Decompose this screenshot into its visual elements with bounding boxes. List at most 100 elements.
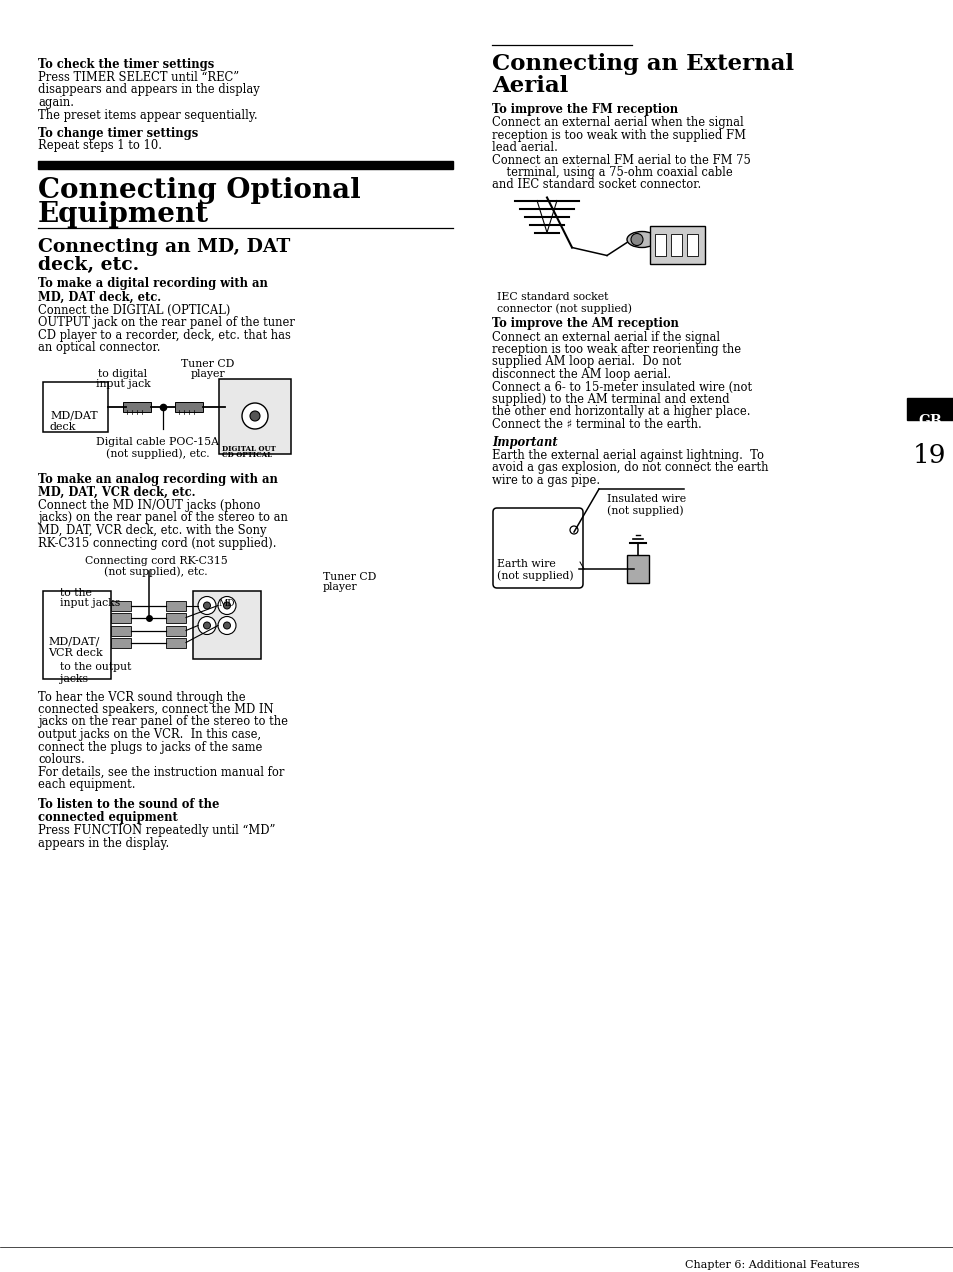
Text: wire to a gas pipe.: wire to a gas pipe. xyxy=(492,474,599,487)
Bar xyxy=(111,626,131,636)
Text: 19: 19 xyxy=(912,443,945,468)
Text: MD/DAT
deck: MD/DAT deck xyxy=(50,410,97,431)
Text: Aerial: Aerial xyxy=(492,75,568,97)
Circle shape xyxy=(250,411,260,421)
Text: (not supplied): (not supplied) xyxy=(606,505,683,515)
Text: Connect the ♯ terminal to the earth.: Connect the ♯ terminal to the earth. xyxy=(492,418,701,431)
Text: the other end horizontally at a higher place.: the other end horizontally at a higher p… xyxy=(492,406,750,418)
Bar xyxy=(111,600,131,611)
Text: Important: Important xyxy=(492,436,558,449)
Bar xyxy=(670,234,681,256)
Text: connected equipment: connected equipment xyxy=(38,812,177,824)
Ellipse shape xyxy=(626,232,657,248)
Text: The preset items appear sequentially.: The preset items appear sequentially. xyxy=(38,108,257,122)
Text: To check the timer settings: To check the timer settings xyxy=(38,59,214,71)
Bar xyxy=(43,382,108,432)
Text: OUTPUT jack on the rear panel of the tuner: OUTPUT jack on the rear panel of the tun… xyxy=(38,315,294,329)
Text: jacks: jacks xyxy=(60,673,88,683)
Circle shape xyxy=(198,597,215,614)
Bar xyxy=(906,398,953,420)
Text: Connecting an MD, DAT: Connecting an MD, DAT xyxy=(38,238,290,256)
Circle shape xyxy=(203,622,211,628)
Text: To make an analog recording with an: To make an analog recording with an xyxy=(38,473,277,486)
Text: Connect an external FM aerial to the FM 75: Connect an external FM aerial to the FM … xyxy=(492,154,750,167)
Text: IEC standard socket: IEC standard socket xyxy=(497,293,608,303)
Text: input jacks: input jacks xyxy=(60,599,120,608)
Text: jacks on the rear panel of the stereo to the: jacks on the rear panel of the stereo to… xyxy=(38,715,288,729)
Text: To improve the AM reception: To improve the AM reception xyxy=(492,318,679,331)
Bar xyxy=(626,555,648,583)
Text: Press FUNCTION repeatedly until “MD”: Press FUNCTION repeatedly until “MD” xyxy=(38,824,275,837)
Text: To improve the FM reception: To improve the FM reception xyxy=(492,103,678,116)
Text: Insulated wire: Insulated wire xyxy=(606,494,685,504)
Text: again.: again. xyxy=(38,95,74,109)
Text: an optical connector.: an optical connector. xyxy=(38,341,160,354)
Text: GB: GB xyxy=(917,413,941,427)
Ellipse shape xyxy=(630,234,642,245)
Text: each equipment.: each equipment. xyxy=(38,778,135,791)
Text: Digital cable POC-15A: Digital cable POC-15A xyxy=(96,438,219,446)
Text: MD/DAT/
VCR deck: MD/DAT/ VCR deck xyxy=(48,636,103,658)
Text: To make a digital recording with an: To make a digital recording with an xyxy=(38,277,268,290)
Text: Tuner CD: Tuner CD xyxy=(323,572,376,583)
Text: player: player xyxy=(191,369,225,379)
Bar xyxy=(686,234,698,256)
Text: DIGITAL OUT: DIGITAL OUT xyxy=(222,445,275,453)
Text: Connecting cord RK-C315: Connecting cord RK-C315 xyxy=(85,556,227,566)
Text: MD: MD xyxy=(218,599,235,608)
Text: RK-C315 connecting cord (not supplied).: RK-C315 connecting cord (not supplied). xyxy=(38,537,276,550)
Text: (not supplied): (not supplied) xyxy=(497,570,573,580)
Text: CD player to a recorder, deck, etc. that has: CD player to a recorder, deck, etc. that… xyxy=(38,328,291,341)
Text: To hear the VCR sound through the: To hear the VCR sound through the xyxy=(38,691,245,703)
Text: Press TIMER SELECT until “REC”: Press TIMER SELECT until “REC” xyxy=(38,71,239,84)
Text: Connect an external aerial if the signal: Connect an external aerial if the signal xyxy=(492,331,720,343)
Circle shape xyxy=(569,527,578,534)
FancyBboxPatch shape xyxy=(493,508,582,588)
Text: to digital: to digital xyxy=(98,369,148,379)
Bar xyxy=(655,234,665,256)
Text: appears in the display.: appears in the display. xyxy=(38,837,169,850)
Text: deck, etc.: deck, etc. xyxy=(38,256,139,273)
Text: MD, DAT deck, etc.: MD, DAT deck, etc. xyxy=(38,290,161,304)
Text: player: player xyxy=(323,583,357,593)
Bar xyxy=(166,637,186,647)
Bar xyxy=(193,590,261,659)
Text: Equipment: Equipment xyxy=(38,201,209,229)
Text: lead aerial.: lead aerial. xyxy=(492,141,558,154)
Text: connect the plugs to jacks of the same: connect the plugs to jacks of the same xyxy=(38,740,262,753)
Text: output jacks on the VCR.  In this case,: output jacks on the VCR. In this case, xyxy=(38,728,261,742)
Circle shape xyxy=(203,602,211,609)
Text: connected speakers, connect the MD IN: connected speakers, connect the MD IN xyxy=(38,703,274,716)
Bar xyxy=(166,613,186,622)
Text: To change timer settings: To change timer settings xyxy=(38,126,198,140)
Text: supplied) to the AM terminal and extend: supplied) to the AM terminal and extend xyxy=(492,393,729,406)
Circle shape xyxy=(218,617,235,635)
Text: avoid a gas explosion, do not connect the earth: avoid a gas explosion, do not connect th… xyxy=(492,462,768,474)
Bar xyxy=(123,402,151,412)
Text: Connecting Optional: Connecting Optional xyxy=(38,178,360,205)
Text: reception is too weak with the supplied FM: reception is too weak with the supplied … xyxy=(492,128,745,141)
Text: MD, DAT, VCR deck, etc. with the Sony: MD, DAT, VCR deck, etc. with the Sony xyxy=(38,524,266,537)
Circle shape xyxy=(242,403,268,429)
Text: Repeat steps 1 to 10.: Repeat steps 1 to 10. xyxy=(38,140,162,153)
Text: (not supplied), etc.: (not supplied), etc. xyxy=(104,566,208,577)
Text: and IEC standard socket connector.: and IEC standard socket connector. xyxy=(492,178,700,192)
Text: Chapter 6: Additional Features: Chapter 6: Additional Features xyxy=(684,1261,859,1269)
Text: Connect the DIGITAL (OPTICAL): Connect the DIGITAL (OPTICAL) xyxy=(38,304,230,317)
Text: MD, DAT, VCR deck, etc.: MD, DAT, VCR deck, etc. xyxy=(38,486,195,499)
Text: Tuner CD: Tuner CD xyxy=(181,359,234,369)
Bar xyxy=(166,626,186,636)
Text: Connect an external aerial when the signal: Connect an external aerial when the sign… xyxy=(492,116,743,128)
Text: input jack: input jack xyxy=(95,379,151,389)
Text: terminal, using a 75-ohm coaxial cable: terminal, using a 75-ohm coaxial cable xyxy=(492,167,732,179)
Text: To listen to the sound of the: To listen to the sound of the xyxy=(38,798,219,812)
Text: Connecting an External: Connecting an External xyxy=(492,53,793,75)
Text: CD OPTICAL: CD OPTICAL xyxy=(222,452,272,459)
Text: to the output: to the output xyxy=(60,663,132,673)
Text: Earth wire: Earth wire xyxy=(497,558,556,569)
Text: Connect the MD IN/OUT jacks (phono: Connect the MD IN/OUT jacks (phono xyxy=(38,499,260,513)
Bar xyxy=(649,225,704,263)
Text: Earth the external aerial against lightning.  To: Earth the external aerial against lightn… xyxy=(492,449,763,462)
Text: disappears and appears in the display: disappears and appears in the display xyxy=(38,84,259,97)
Circle shape xyxy=(218,597,235,614)
